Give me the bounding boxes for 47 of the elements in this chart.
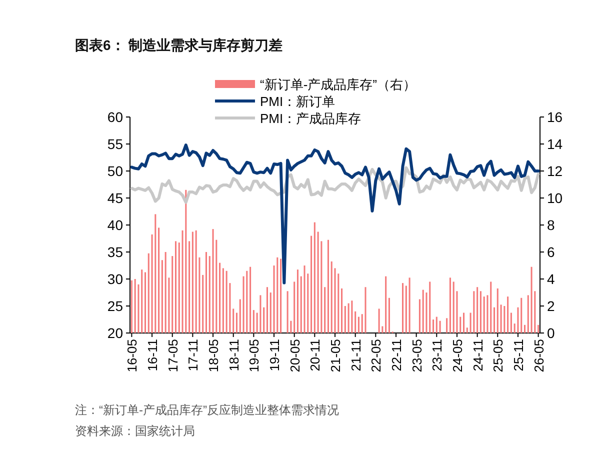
x-tick-label: 26-05 xyxy=(531,339,546,372)
y-tick-label: 35 xyxy=(107,244,124,260)
line-series xyxy=(130,166,540,204)
line-series xyxy=(130,144,540,284)
x-tick-label: 18-11 xyxy=(226,339,242,372)
x-tick-label: 19-11 xyxy=(267,339,282,372)
y-tick-label: 20 xyxy=(107,325,124,341)
y-tick-label: 45 xyxy=(107,190,124,206)
legend-label: “新订单-产成品库存”（右） xyxy=(260,77,416,92)
x-tick-label: 22-05 xyxy=(368,339,384,372)
y2-tick-label: 0 xyxy=(547,325,555,341)
x-tick-label: 20-11 xyxy=(308,339,323,372)
text: 资料来源：国家统计局 xyxy=(75,424,195,438)
y-tick-label: 25 xyxy=(107,298,124,314)
x-tick-label: 17-11 xyxy=(186,339,201,372)
y2-tick-label: 14 xyxy=(547,136,563,152)
y-tick-label: 40 xyxy=(107,217,124,233)
x-tick-label: 18-05 xyxy=(206,339,222,372)
x-tick-label: 16-05 xyxy=(124,339,140,372)
x-tick-label: 16-11 xyxy=(145,339,160,372)
y-tick-label: 60 xyxy=(107,109,124,125)
x-tick-label: 25-05 xyxy=(490,339,506,372)
x-tick-label: 23-05 xyxy=(409,339,424,372)
x-tick-label: 17-05 xyxy=(165,339,180,372)
legend-label: PMI：产成品库存 xyxy=(260,111,362,126)
legend-label: PMI：新订单 xyxy=(260,94,336,109)
x-tick-label: 22-11 xyxy=(388,339,404,372)
x-tick-label: 21-05 xyxy=(328,339,343,372)
text: 注：“新订单-产成品库存”反应制造业整体需求情况 xyxy=(75,403,339,417)
x-tick-label: 24-05 xyxy=(450,339,465,372)
x-tick-label: 19-05 xyxy=(246,339,262,372)
y2-tick-label: 12 xyxy=(547,163,563,179)
y2-tick-label: 4 xyxy=(547,271,555,287)
x-tick-label: 20-05 xyxy=(287,339,302,372)
y2-tick-label: 6 xyxy=(547,244,555,260)
x-tick-label: 23-11 xyxy=(430,339,445,372)
y2-tick-label: 8 xyxy=(547,217,555,233)
x-tick-label: 24-11 xyxy=(470,339,486,372)
x-tick-label: 25-11 xyxy=(510,339,526,372)
y-tick-label: 50 xyxy=(107,163,124,179)
y-tick-label: 30 xyxy=(107,271,124,287)
y-tick-label: 55 xyxy=(107,136,124,152)
y2-tick-label: 10 xyxy=(547,190,563,206)
chart-title: 图表6： 制造业需求与库存剪刀差 xyxy=(75,37,283,53)
y2-tick-label: 2 xyxy=(547,298,555,314)
y2-tick-label: 16 xyxy=(547,109,563,125)
x-tick-label: 21-11 xyxy=(348,339,364,372)
